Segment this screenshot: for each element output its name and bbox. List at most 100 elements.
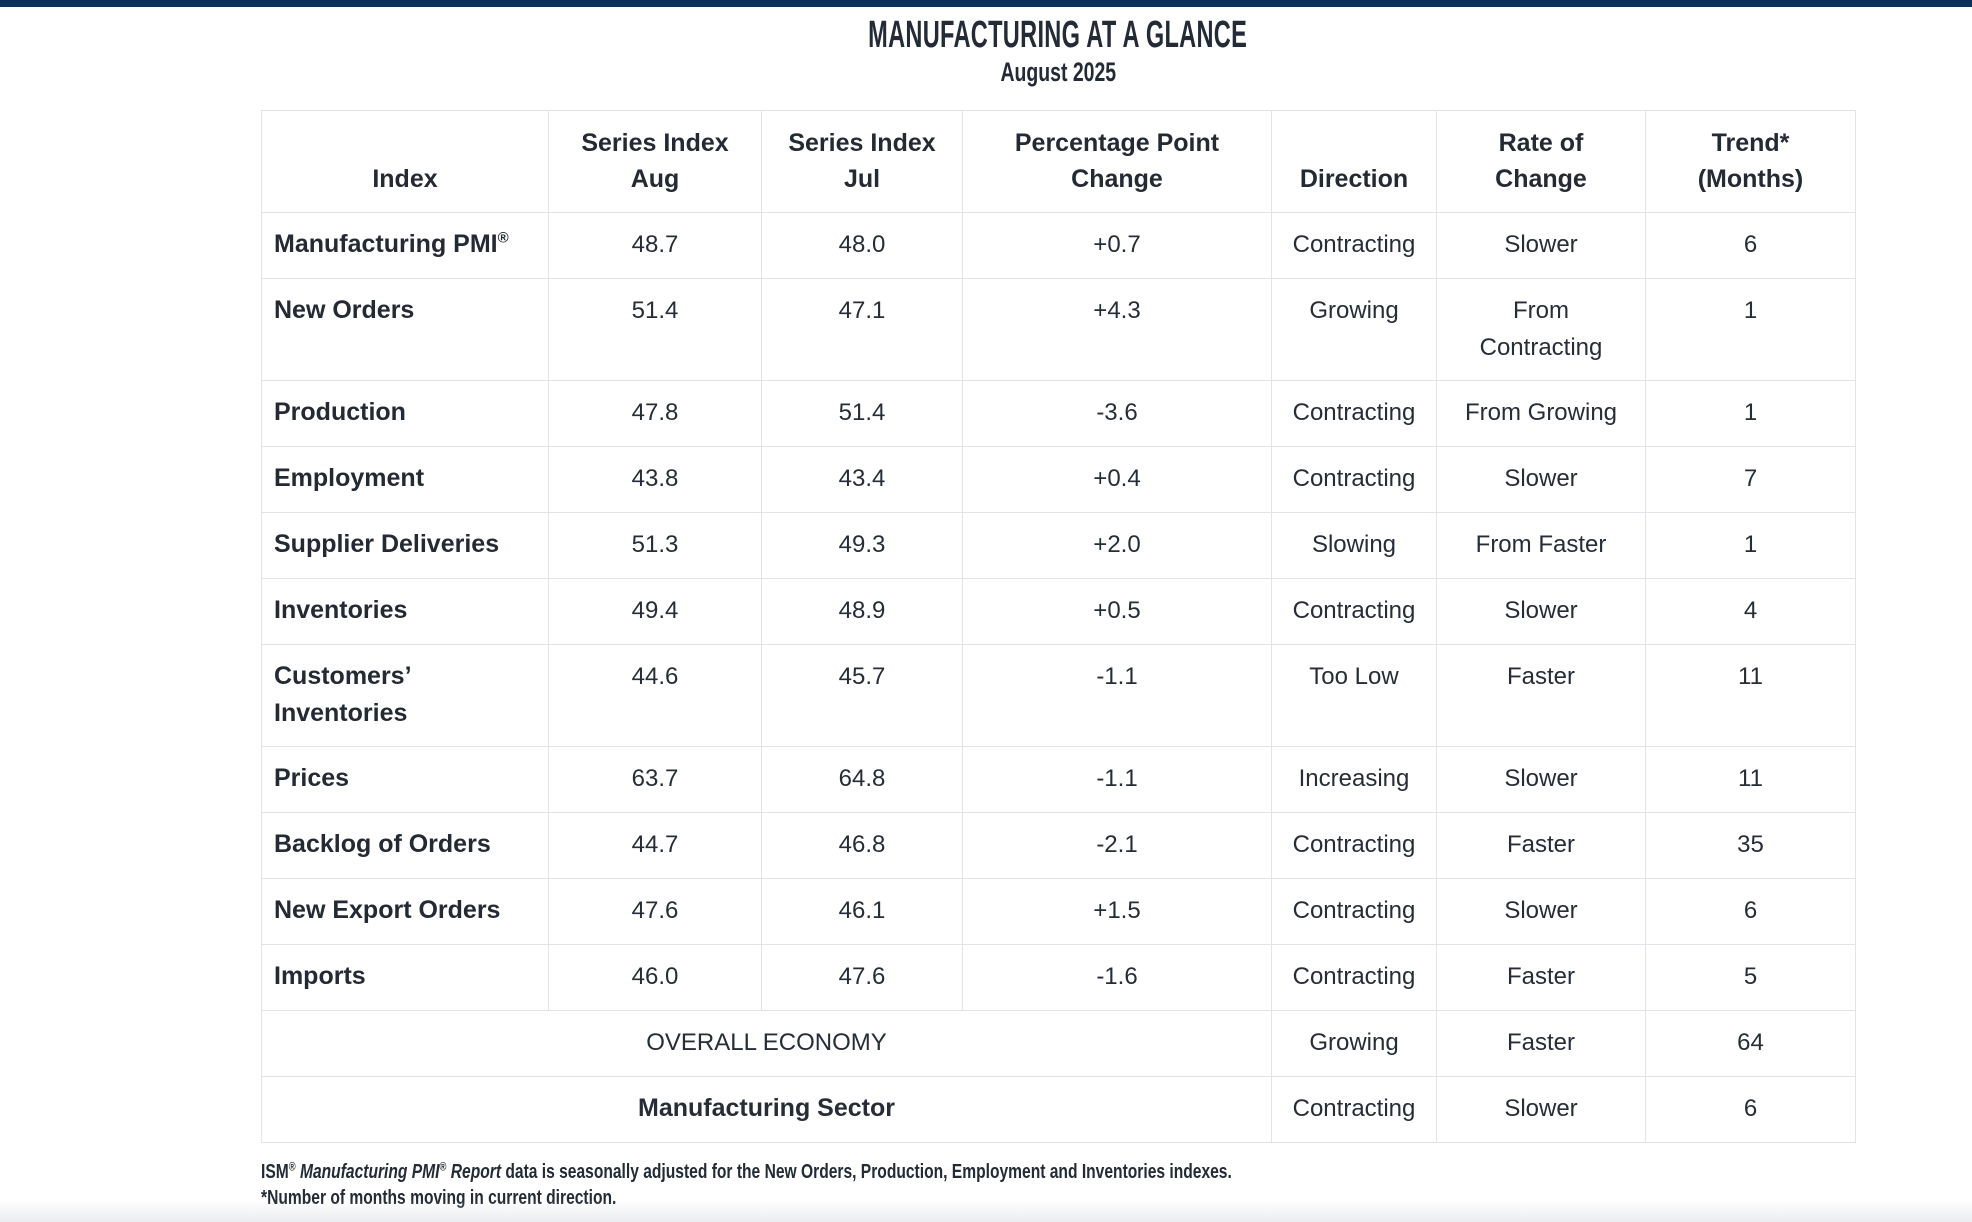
column-header-series-jul: Series Index Jul: [761, 110, 963, 213]
index-label: Backlog of Orders: [261, 812, 549, 879]
header-row: Index Series Index Aug Series Index Jul Pe…: [261, 110, 1856, 213]
rate-of-change: From Contracting: [1436, 278, 1646, 381]
pct-point-change: +0.5: [962, 578, 1272, 645]
rate-of-change: Slower: [1436, 212, 1646, 279]
trend-months: 1: [1645, 380, 1856, 447]
series-index-jul: 45.7: [761, 644, 963, 747]
series-index-jul: 47.6: [761, 944, 963, 1011]
rate-of-change: Faster: [1436, 644, 1646, 747]
trend-months: 11: [1645, 644, 1856, 747]
trend-months: 1: [1645, 512, 1856, 579]
table-row-prices: Prices 63.7 64.8 -1.1 Increasing Slower …: [261, 746, 1856, 813]
series-index-jul: 47.1: [761, 278, 963, 381]
trend-months: 11: [1645, 746, 1856, 813]
table-row-manufacturing-pmi: Manufacturing PMI® 48.7 48.0 +0.7 Contra…: [261, 212, 1856, 279]
summary-label: OVERALL ECONOMY: [261, 1010, 1272, 1077]
pct-point-change: +2.0: [962, 512, 1272, 579]
column-header-direction: Direction: [1271, 110, 1437, 213]
table-row-employment: Employment 43.8 43.4 +0.4 Contracting Sl…: [261, 446, 1856, 513]
direction: Contracting: [1271, 578, 1437, 645]
registered-mark: ®: [497, 229, 509, 247]
rate-of-change: Faster: [1436, 812, 1646, 879]
rate-of-change: From Growing: [1436, 380, 1646, 447]
series-index-aug: 44.6: [548, 644, 762, 747]
series-index-aug: 47.6: [548, 878, 762, 945]
rate-of-change: Slower: [1436, 878, 1646, 945]
trend-months: 4: [1645, 578, 1856, 645]
series-index-jul: 49.3: [761, 512, 963, 579]
manufacturing-at-a-glance-table: Index Series Index Aug Series Index Jul Pe…: [261, 110, 1856, 1143]
rate-of-change: Faster: [1436, 1010, 1646, 1077]
trend-months: 6: [1645, 1076, 1856, 1143]
footnote-line-1: ISM® Manufacturing PMI® Report data is s…: [261, 1159, 1232, 1183]
series-index-jul: 46.1: [761, 878, 963, 945]
pct-point-change: +4.3: [962, 278, 1272, 381]
rate-of-change: Slower: [1436, 1076, 1646, 1143]
table-row-backlog-of-orders: Backlog of Orders 44.7 46.8 -2.1 Contrac…: [261, 812, 1856, 879]
series-index-aug: 49.4: [548, 578, 762, 645]
direction: Contracting: [1271, 1076, 1437, 1143]
direction: Slowing: [1271, 512, 1437, 579]
report-content: MANUFACTURING AT A GLANCE August 2025 In…: [261, 14, 1856, 1211]
registered-mark: ®: [439, 1159, 447, 1174]
index-label: Customers’ Inventories: [261, 644, 549, 747]
top-navy-bar: [0, 0, 1972, 7]
column-header-index: Index: [261, 110, 549, 213]
series-index-aug: 43.8: [548, 446, 762, 513]
index-label: Manufacturing PMI®: [261, 212, 549, 279]
table-row-inventories: Inventories 49.4 48.9 +0.5 Contracting S…: [261, 578, 1856, 645]
series-index-jul: 43.4: [761, 446, 963, 513]
direction: Too Low: [1271, 644, 1437, 747]
pct-point-change: +0.7: [962, 212, 1272, 279]
table-row-new-orders: New Orders 51.4 47.1 +4.3 Growing From C…: [261, 278, 1856, 381]
index-label: Production: [261, 380, 549, 447]
table-row-manufacturing-sector: Manufacturing Sector Contracting Slower …: [261, 1076, 1856, 1143]
pct-point-change: +1.5: [962, 878, 1272, 945]
rate-of-change: Slower: [1436, 578, 1646, 645]
direction: Increasing: [1271, 746, 1437, 813]
direction: Growing: [1271, 1010, 1437, 1077]
index-label: Prices: [261, 746, 549, 813]
direction: Growing: [1271, 278, 1437, 381]
bottom-fade: [0, 1200, 1972, 1222]
series-index-aug: 46.0: [548, 944, 762, 1011]
trend-months: 35: [1645, 812, 1856, 879]
table-row-new-export-orders: New Export Orders 47.6 46.1 +1.5 Contrac…: [261, 878, 1856, 945]
index-label: Employment: [261, 446, 549, 513]
direction: Contracting: [1271, 446, 1437, 513]
page-title: MANUFACTURING AT A GLANCE: [868, 14, 1248, 56]
column-header-trend-months: Trend* (Months): [1645, 110, 1856, 213]
summary-label: Manufacturing Sector: [261, 1076, 1272, 1143]
index-label: Supplier Deliveries: [261, 512, 549, 579]
series-index-aug: 51.3: [548, 512, 762, 579]
column-header-pct-change: Percentage Point Change: [962, 110, 1272, 213]
series-index-jul: 64.8: [761, 746, 963, 813]
pct-point-change: -2.1: [962, 812, 1272, 879]
rate-of-change: From Faster: [1436, 512, 1646, 579]
trend-months: 1: [1645, 278, 1856, 381]
series-index-aug: 51.4: [548, 278, 762, 381]
table-row-imports: Imports 46.0 47.6 -1.6 Contracting Faste…: [261, 944, 1856, 1011]
pct-point-change: +0.4: [962, 446, 1272, 513]
table-row-production: Production 47.8 51.4 -3.6 Contracting Fr…: [261, 380, 1856, 447]
index-label: Imports: [261, 944, 549, 1011]
index-label: New Orders: [261, 278, 549, 381]
series-index-jul: 51.4: [761, 380, 963, 447]
table-row-customers-inventories: Customers’ Inventories 44.6 45.7 -1.1 To…: [261, 644, 1856, 747]
pct-point-change: -1.6: [962, 944, 1272, 1011]
series-index-aug: 63.7: [548, 746, 762, 813]
pct-point-change: -1.1: [962, 644, 1272, 747]
trend-months: 6: [1645, 212, 1856, 279]
series-index-aug: 47.8: [548, 380, 762, 447]
registered-mark: ®: [288, 1159, 296, 1174]
rate-of-change: Slower: [1436, 746, 1646, 813]
index-label: Inventories: [261, 578, 549, 645]
table-row-overall-economy: OVERALL ECONOMY Growing Faster 64: [261, 1010, 1856, 1077]
trend-months: 6: [1645, 878, 1856, 945]
pct-point-change: -3.6: [962, 380, 1272, 447]
table-row-supplier-deliveries: Supplier Deliveries 51.3 49.3 +2.0 Slowi…: [261, 512, 1856, 579]
trend-months: 5: [1645, 944, 1856, 1011]
direction: Contracting: [1271, 944, 1437, 1011]
direction: Contracting: [1271, 380, 1437, 447]
direction: Contracting: [1271, 212, 1437, 279]
